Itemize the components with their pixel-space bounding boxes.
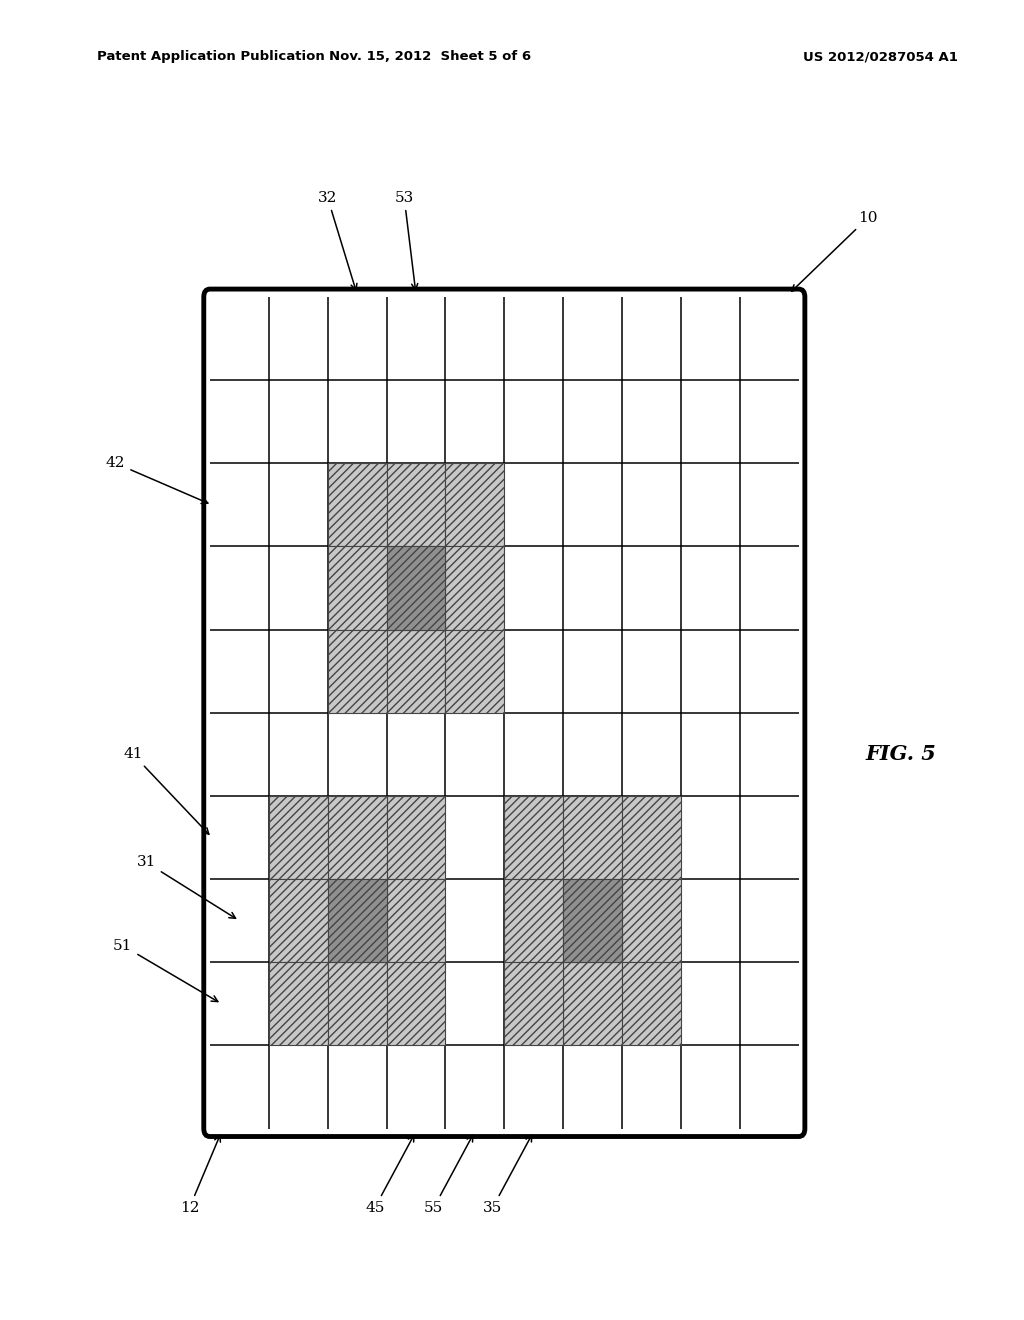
Text: 41: 41 (123, 747, 209, 834)
Bar (386, 630, 445, 713)
Bar (328, 796, 386, 879)
Text: 35: 35 (483, 1135, 531, 1214)
Bar (622, 962, 681, 1045)
Bar (504, 879, 563, 962)
Bar (445, 630, 504, 713)
Text: US 2012/0287054 A1: US 2012/0287054 A1 (803, 50, 958, 63)
Bar (328, 546, 386, 630)
Text: FIG. 5: FIG. 5 (865, 744, 937, 764)
Text: 42: 42 (105, 457, 208, 503)
Bar (268, 962, 328, 1045)
Bar (622, 796, 681, 879)
Bar (386, 796, 445, 879)
Text: 51: 51 (114, 939, 218, 1002)
Bar (328, 962, 386, 1045)
Bar (504, 962, 563, 1045)
Text: 45: 45 (366, 1135, 414, 1214)
Text: 55: 55 (424, 1135, 473, 1214)
Text: 12: 12 (179, 1135, 220, 1214)
Text: 53: 53 (394, 191, 418, 290)
Text: 10: 10 (792, 211, 878, 292)
Bar (563, 962, 622, 1045)
Bar (386, 879, 445, 962)
Bar (445, 463, 504, 546)
Bar (328, 630, 386, 713)
Text: 31: 31 (137, 855, 236, 919)
Bar (268, 879, 328, 962)
Bar (268, 796, 328, 879)
Text: Patent Application Publication: Patent Application Publication (97, 50, 325, 63)
Bar (386, 463, 445, 546)
Bar (622, 879, 681, 962)
Bar (504, 796, 563, 879)
Bar (445, 546, 504, 630)
Bar (328, 463, 386, 546)
Bar (328, 879, 386, 962)
Bar (563, 796, 622, 879)
Text: Nov. 15, 2012  Sheet 5 of 6: Nov. 15, 2012 Sheet 5 of 6 (329, 50, 531, 63)
Bar (563, 879, 622, 962)
Text: 32: 32 (318, 191, 357, 290)
Bar (386, 546, 445, 630)
Bar (386, 962, 445, 1045)
FancyBboxPatch shape (204, 289, 805, 1137)
